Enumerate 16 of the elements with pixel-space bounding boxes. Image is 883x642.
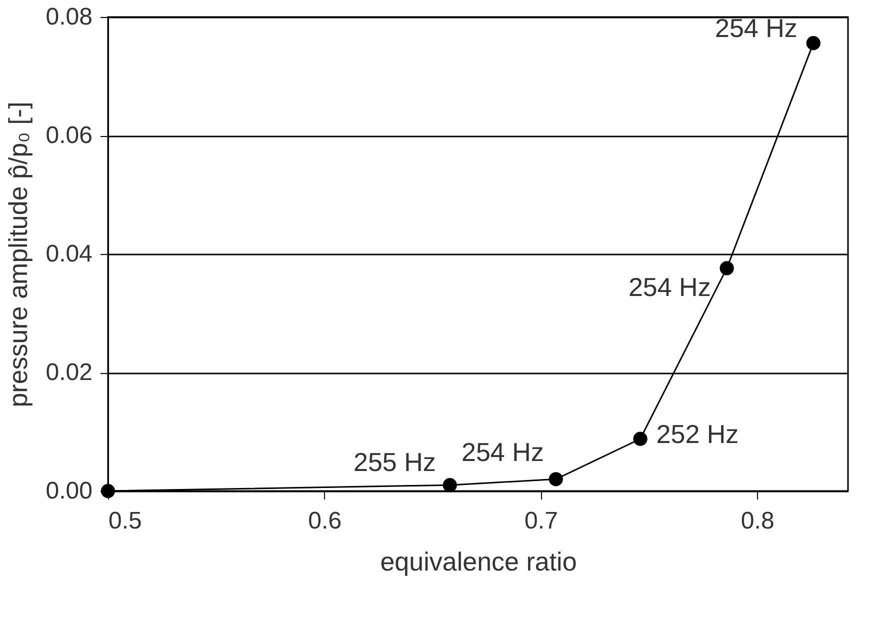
x-tick-label: 0.5 xyxy=(108,508,142,534)
annotation: 252 Hz xyxy=(656,418,739,449)
x-tick-label: 0.6 xyxy=(308,508,342,534)
y-tick-label: 0.00 xyxy=(46,478,92,504)
y-axis-title: pressure amplitude p̂/p₀ [-] xyxy=(2,102,33,408)
x-tick-label: 0.8 xyxy=(740,508,774,534)
annotation: 254 Hz xyxy=(628,272,711,302)
x-axis-title: equivalence ratio xyxy=(380,546,577,576)
y-tick-label: 0.08 xyxy=(46,4,92,30)
annotation: 254 Hz xyxy=(462,437,544,468)
annotation: 254 Hz xyxy=(714,13,798,44)
y-tick-label: 0.02 xyxy=(46,359,92,386)
y-tick-label: 0.04 xyxy=(46,240,92,268)
y-tick-label: 0.06 xyxy=(46,122,92,149)
x-tick-label: 0.7 xyxy=(524,508,558,534)
annotation: 255 Hz xyxy=(353,447,436,478)
